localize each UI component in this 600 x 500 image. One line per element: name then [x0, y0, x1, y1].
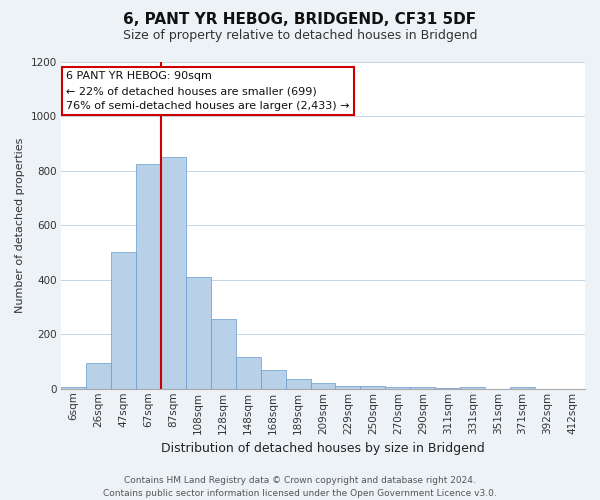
Text: Contains HM Land Registry data © Crown copyright and database right 2024.
Contai: Contains HM Land Registry data © Crown c… — [103, 476, 497, 498]
X-axis label: Distribution of detached houses by size in Bridgend: Distribution of detached houses by size … — [161, 442, 485, 455]
Bar — [260, 370, 286, 389]
Y-axis label: Number of detached properties: Number of detached properties — [15, 138, 25, 313]
Bar — [211, 319, 236, 389]
Bar — [86, 363, 111, 389]
Bar — [410, 388, 435, 389]
Bar — [510, 388, 535, 389]
Bar — [186, 277, 211, 389]
Bar — [335, 386, 361, 389]
Bar — [435, 388, 460, 389]
Bar — [61, 388, 86, 389]
Text: Size of property relative to detached houses in Bridgend: Size of property relative to detached ho… — [123, 29, 477, 42]
Bar — [286, 379, 311, 389]
Bar — [361, 386, 385, 389]
Bar — [236, 358, 260, 389]
Bar — [136, 164, 161, 389]
Bar — [111, 252, 136, 389]
Bar — [460, 388, 485, 389]
Text: 6, PANT YR HEBOG, BRIDGEND, CF31 5DF: 6, PANT YR HEBOG, BRIDGEND, CF31 5DF — [124, 12, 476, 28]
Bar — [161, 157, 186, 389]
Text: 6 PANT YR HEBOG: 90sqm
← 22% of detached houses are smaller (699)
76% of semi-de: 6 PANT YR HEBOG: 90sqm ← 22% of detached… — [66, 72, 350, 111]
Bar — [311, 384, 335, 389]
Bar — [385, 388, 410, 389]
